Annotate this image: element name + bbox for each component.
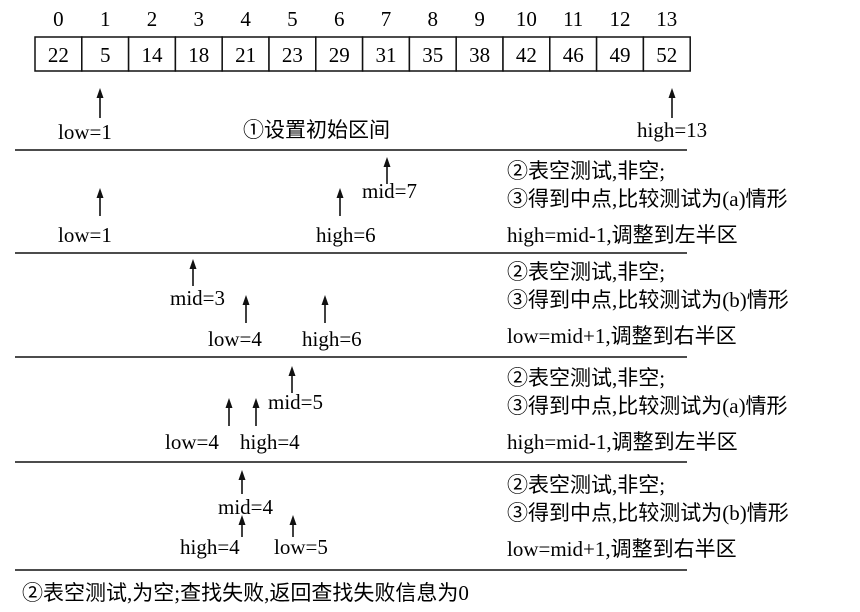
array-index: 13 [656, 7, 677, 31]
pointer-arrowhead [383, 157, 391, 167]
array-cell [642, 36, 691, 72]
array-cell-value: 31 [376, 43, 397, 67]
array-cell [221, 36, 270, 72]
array-index: 1 [100, 7, 111, 31]
pointer-arrowhead [668, 88, 676, 98]
pointer-arrowhead [96, 188, 104, 198]
step3-mid-label: mid=3 [170, 286, 225, 310]
array-index: 6 [334, 7, 345, 31]
array-index-row: 0 1 2 3 4 5 6 7 8 9 10 11 12 13 [53, 7, 677, 31]
step4-note-1: ②表空测试,非空; [507, 366, 665, 390]
step4-low-label: low=4 [165, 430, 219, 454]
array-cell [268, 36, 317, 72]
array-index: 9 [474, 7, 485, 31]
array-cell-value: 35 [422, 43, 443, 67]
step5-note-3: low=mid+1,调整到右半区 [507, 537, 737, 561]
step2-note-3: high=mid-1,调整到左半区 [507, 223, 738, 247]
array-cell-value: 29 [329, 43, 350, 67]
array-cell-value: 18 [188, 43, 209, 67]
array-cell-value: 46 [563, 43, 584, 67]
array-cell [34, 36, 83, 72]
step2-note-2: ③得到中点,比较测试为(a)情形 [507, 187, 788, 211]
array-cell-value: 38 [469, 43, 490, 67]
array-index: 8 [428, 7, 439, 31]
array-cell [595, 36, 645, 72]
array-cell [315, 36, 364, 72]
array-cell [549, 36, 598, 72]
array-index: 7 [381, 7, 392, 31]
array-cell [361, 36, 411, 72]
array-cell-value: 22 [48, 43, 69, 67]
pointer-arrowhead [252, 398, 260, 408]
array-cell-value: 14 [142, 43, 164, 67]
step4-mid-label: mid=5 [268, 390, 323, 414]
step5-note-1: ②表空测试,非空; [507, 473, 665, 497]
step3-high-label: high=6 [302, 327, 362, 351]
step5-note-2: ③得到中点,比较测试为(b)情形 [507, 501, 789, 525]
array-index: 11 [563, 7, 583, 31]
array-cell [81, 36, 130, 72]
step3-note-2: ③得到中点,比较测试为(b)情形 [507, 288, 789, 312]
step5-low-label: low=5 [274, 535, 328, 559]
step3-note-1: ②表空测试,非空; [507, 260, 665, 284]
pointer-arrowhead [225, 398, 233, 408]
array-cells: 22 5 14 18 21 23 29 31 35 38 42 46 49 52 [34, 36, 691, 72]
pointer-arrowhead [189, 259, 197, 269]
pointer-arrowhead [238, 515, 246, 525]
array-index: 10 [516, 7, 537, 31]
pointer-arrows [96, 88, 676, 537]
step4-note-2: ③得到中点,比较测试为(a)情形 [507, 394, 788, 418]
step2-low-label: low=1 [58, 223, 112, 247]
step1-caption: ①设置初始区间 [243, 118, 390, 142]
array-index: 3 [194, 7, 205, 31]
step5-high-label: high=4 [180, 535, 240, 559]
step2-high-label: high=6 [316, 223, 376, 247]
step3-low-label: low=4 [208, 327, 262, 351]
step4-note-3: high=mid-1,调整到左半区 [507, 430, 738, 454]
array-cell [455, 36, 504, 72]
array-cell-value: 49 [610, 43, 631, 67]
step3-note-3: low=mid+1,调整到右半区 [507, 324, 737, 348]
pointer-arrowhead [288, 366, 296, 376]
array-index: 5 [287, 7, 298, 31]
step2-note-1: ②表空测试,非空; [507, 159, 665, 183]
array-cell-value: 23 [282, 43, 303, 67]
pointer-arrowhead [96, 88, 104, 98]
step1-high-label: high=13 [637, 118, 707, 142]
array-cell-value: 5 [100, 43, 111, 67]
pointer-arrowhead [321, 295, 329, 305]
array-index: 4 [240, 7, 251, 31]
step2-mid-label: mid=7 [362, 179, 417, 203]
pointer-arrowhead [238, 470, 246, 480]
array-cell-value: 52 [656, 43, 677, 67]
array-cell-value: 21 [235, 43, 256, 67]
array-index: 0 [53, 7, 64, 31]
array-cell [127, 36, 177, 72]
array-cell-value: 42 [516, 43, 537, 67]
pointer-arrowhead [242, 295, 250, 305]
pointer-arrowhead [289, 515, 297, 525]
step4-high-label: high=4 [240, 430, 300, 454]
array-cell [408, 36, 457, 72]
final-note: ②表空测试,为空;查找失败,返回查找失败信息为0 [22, 581, 469, 605]
pointer-arrowhead [336, 188, 344, 198]
step1-low-label: low=1 [58, 120, 112, 144]
array-index: 2 [147, 7, 158, 31]
array-index: 12 [610, 7, 631, 31]
step5-mid-label: mid=4 [218, 495, 274, 519]
